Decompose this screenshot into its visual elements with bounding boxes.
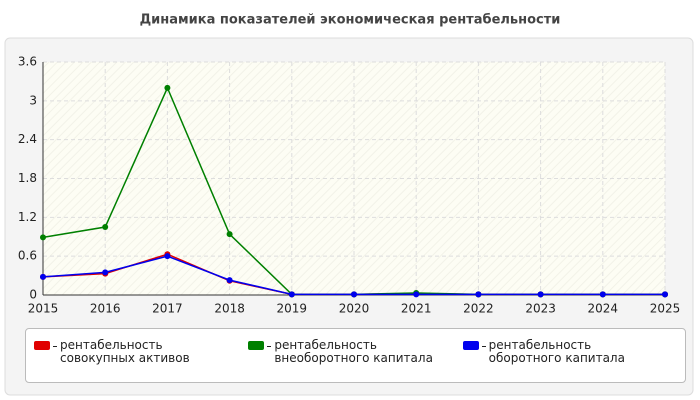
legend-item: рентабельность оборотного капитала xyxy=(462,338,677,382)
legend-label: рентабельность внеоборотного капитала xyxy=(274,338,433,365)
x-tick-label: 2019 xyxy=(277,302,308,316)
point xyxy=(40,234,46,241)
legend-swatch xyxy=(34,341,50,350)
y-tick-label: 2.4 xyxy=(18,132,37,146)
legend-label: рентабельность совокупных активов xyxy=(60,338,190,365)
x-tick-label: 2018 xyxy=(214,302,245,316)
x-tick-label: 2022 xyxy=(463,302,494,316)
legend-dash xyxy=(53,346,57,347)
point xyxy=(413,291,420,298)
point xyxy=(288,291,295,298)
legend-swatch xyxy=(462,341,479,350)
point xyxy=(351,291,357,298)
y-tick-label: 1.8 xyxy=(18,171,37,185)
y-tick-label: 3.6 xyxy=(18,55,37,69)
legend-label: рентабельность оборотного капитала xyxy=(488,338,625,365)
x-tick-label: 2017 xyxy=(152,302,183,316)
x-tick-label: 2025 xyxy=(650,302,681,316)
y-tick-label: 0 xyxy=(29,288,37,302)
legend-item: рентабельность совокупных активов xyxy=(34,339,248,382)
point xyxy=(102,269,109,276)
x-tick-label: 2023 xyxy=(525,302,556,316)
x-tick-label: 2021 xyxy=(401,302,432,316)
y-tick-label: 1.2 xyxy=(18,210,37,224)
x-tick-label: 2015 xyxy=(28,302,59,316)
point xyxy=(226,277,233,284)
y-tick-label: 0.6 xyxy=(18,249,37,263)
x-tick-label: 2016 xyxy=(90,302,121,316)
legend: рентабельность совокупных активов рентабе… xyxy=(25,328,686,383)
point xyxy=(662,291,668,298)
legend-item: рентабельность внеоборотного капитала xyxy=(248,339,462,382)
point xyxy=(102,224,109,231)
legend-dash xyxy=(481,346,486,347)
x-tick-label: 2020 xyxy=(339,302,370,316)
point xyxy=(164,253,171,260)
point xyxy=(599,291,606,298)
x-tick-label: 2024 xyxy=(588,302,619,316)
point xyxy=(475,291,482,298)
point xyxy=(537,291,544,298)
y-tick-label: 3 xyxy=(29,93,37,107)
point xyxy=(226,231,233,238)
point xyxy=(40,273,46,280)
legend-swatch xyxy=(248,341,265,350)
legend-dash xyxy=(267,346,272,347)
chart-title: Динамика показателей экономическая рента… xyxy=(140,13,561,28)
point xyxy=(164,84,171,91)
